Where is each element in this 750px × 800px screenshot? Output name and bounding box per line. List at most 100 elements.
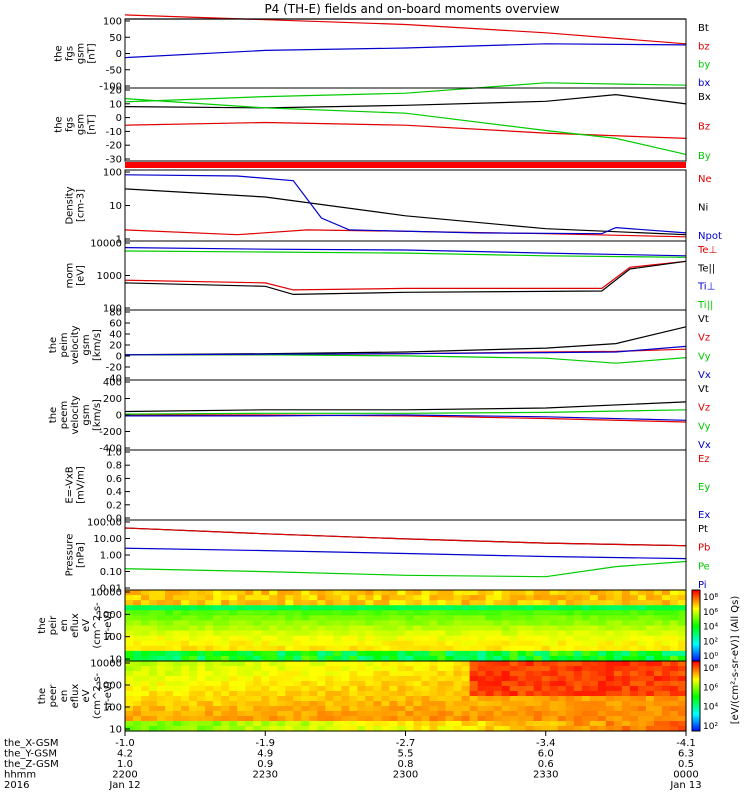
heatmap-cell (493, 655, 503, 662)
heatmap-cell (485, 666, 495, 672)
heatmap-cell (629, 620, 639, 627)
heatmap-cell (565, 671, 575, 677)
heatmap-cell (525, 711, 535, 717)
heatmap-cell (389, 691, 399, 697)
colorbar-cell (692, 708, 700, 711)
heatmap-cell (381, 620, 391, 627)
heatmap-cell (589, 645, 599, 652)
heatmap-cell (637, 605, 647, 611)
heatmap-cell (293, 661, 302, 667)
y-axis-label: sr-eV) (103, 681, 114, 710)
heatmap-cell (133, 630, 142, 637)
heatmap-cell (253, 701, 262, 707)
heatmap-cell (333, 661, 342, 667)
heatmap-cell (485, 706, 495, 712)
heatmap-cell (285, 625, 294, 632)
heatmap-cell (205, 666, 214, 672)
heatmap-cell (477, 630, 487, 637)
heatmap-cell (341, 640, 350, 647)
heatmap-cell (181, 635, 190, 642)
heatmap-cell (565, 691, 575, 697)
y-tick-label: 400 (103, 378, 122, 389)
y-axis-label: [km/s] (92, 329, 103, 361)
series-line-Bz (124, 121, 687, 139)
heatmap-cell (141, 630, 150, 637)
heatmap-cell (525, 701, 535, 707)
heatmap-cell (621, 686, 631, 692)
heatmap-cell (573, 620, 583, 627)
heatmap-cell (205, 661, 214, 667)
heatmap-cell (213, 605, 222, 611)
heatmap-cell (373, 605, 383, 611)
heatmap-cell (453, 726, 463, 732)
heatmap-cell (565, 696, 575, 702)
heatmap-cell (205, 650, 214, 657)
heatmap-cell (669, 701, 679, 707)
heatmap-cell (493, 676, 503, 682)
heatmap-cell (469, 625, 479, 632)
heatmap-cell (173, 721, 182, 727)
heatmap-cell (597, 600, 607, 606)
heatmap-cell (357, 615, 367, 622)
heatmap-cell (261, 676, 270, 682)
heatmap-cell (605, 650, 615, 657)
heatmap-cell (517, 696, 527, 702)
heatmap-cell (581, 630, 591, 637)
x-row-value: 0000 (673, 770, 698, 781)
heatmap-cell (653, 635, 663, 642)
heatmap-cell (477, 615, 487, 622)
heatmap-cell (173, 600, 182, 606)
heatmap-cell (261, 605, 270, 611)
heatmap-cell (485, 645, 495, 652)
heatmap-cell (477, 595, 487, 601)
x-row-value: -3.4 (536, 738, 556, 749)
heatmap-cell (285, 620, 294, 627)
heatmap-cell (557, 625, 567, 632)
heatmap-cell (413, 610, 423, 616)
heatmap-cell (141, 676, 150, 682)
heatmap-cell (589, 650, 599, 657)
heatmap-cell (565, 711, 575, 717)
heatmap-cell (141, 625, 150, 632)
x-row-value: -1.0 (115, 738, 135, 749)
heatmap-cell (597, 615, 607, 622)
heatmap-cell (245, 650, 254, 657)
colorbar-cell (692, 699, 700, 702)
heatmap-cell (637, 716, 647, 722)
heatmap-cell (677, 595, 687, 601)
legend-entry-Ex: Ex (698, 510, 710, 521)
heatmap-cell (237, 620, 246, 627)
heatmap-cell (525, 681, 535, 687)
heatmap-cell (501, 721, 511, 727)
heatmap-cell (565, 655, 575, 662)
heatmap-cell (661, 696, 671, 702)
heatmap-cell (205, 686, 214, 692)
heatmap-cell (213, 615, 222, 622)
heatmap-cell (269, 645, 278, 652)
legend-entry-Vz: Vz (698, 333, 710, 344)
heatmap-cell (213, 696, 222, 702)
colorbar-cell (692, 687, 700, 690)
heatmap-cell (637, 625, 647, 632)
heatmap-cell (645, 610, 655, 616)
heatmap-cell (405, 691, 415, 697)
heatmap-cell (453, 590, 463, 596)
heatmap-cell (357, 671, 367, 677)
heatmap-cell (189, 676, 198, 682)
heatmap-cell (189, 610, 198, 616)
heatmap-cell (365, 655, 375, 662)
series-line-Vy (125, 354, 687, 364)
heatmap-cell (573, 600, 583, 606)
heatmap-cell (389, 625, 399, 632)
heatmap-cell (445, 615, 455, 622)
colorbar-frame (691, 660, 701, 732)
heatmap-cell (149, 650, 158, 657)
heatmap-cell (365, 696, 375, 702)
heatmap-cell (237, 640, 246, 647)
heatmap-cell (597, 595, 607, 601)
heatmap-cell (661, 650, 671, 657)
heatmap-cell (325, 625, 334, 632)
heatmap-cell (421, 625, 431, 632)
colorbar-cell (692, 593, 700, 596)
colorbar-cell (692, 682, 700, 685)
